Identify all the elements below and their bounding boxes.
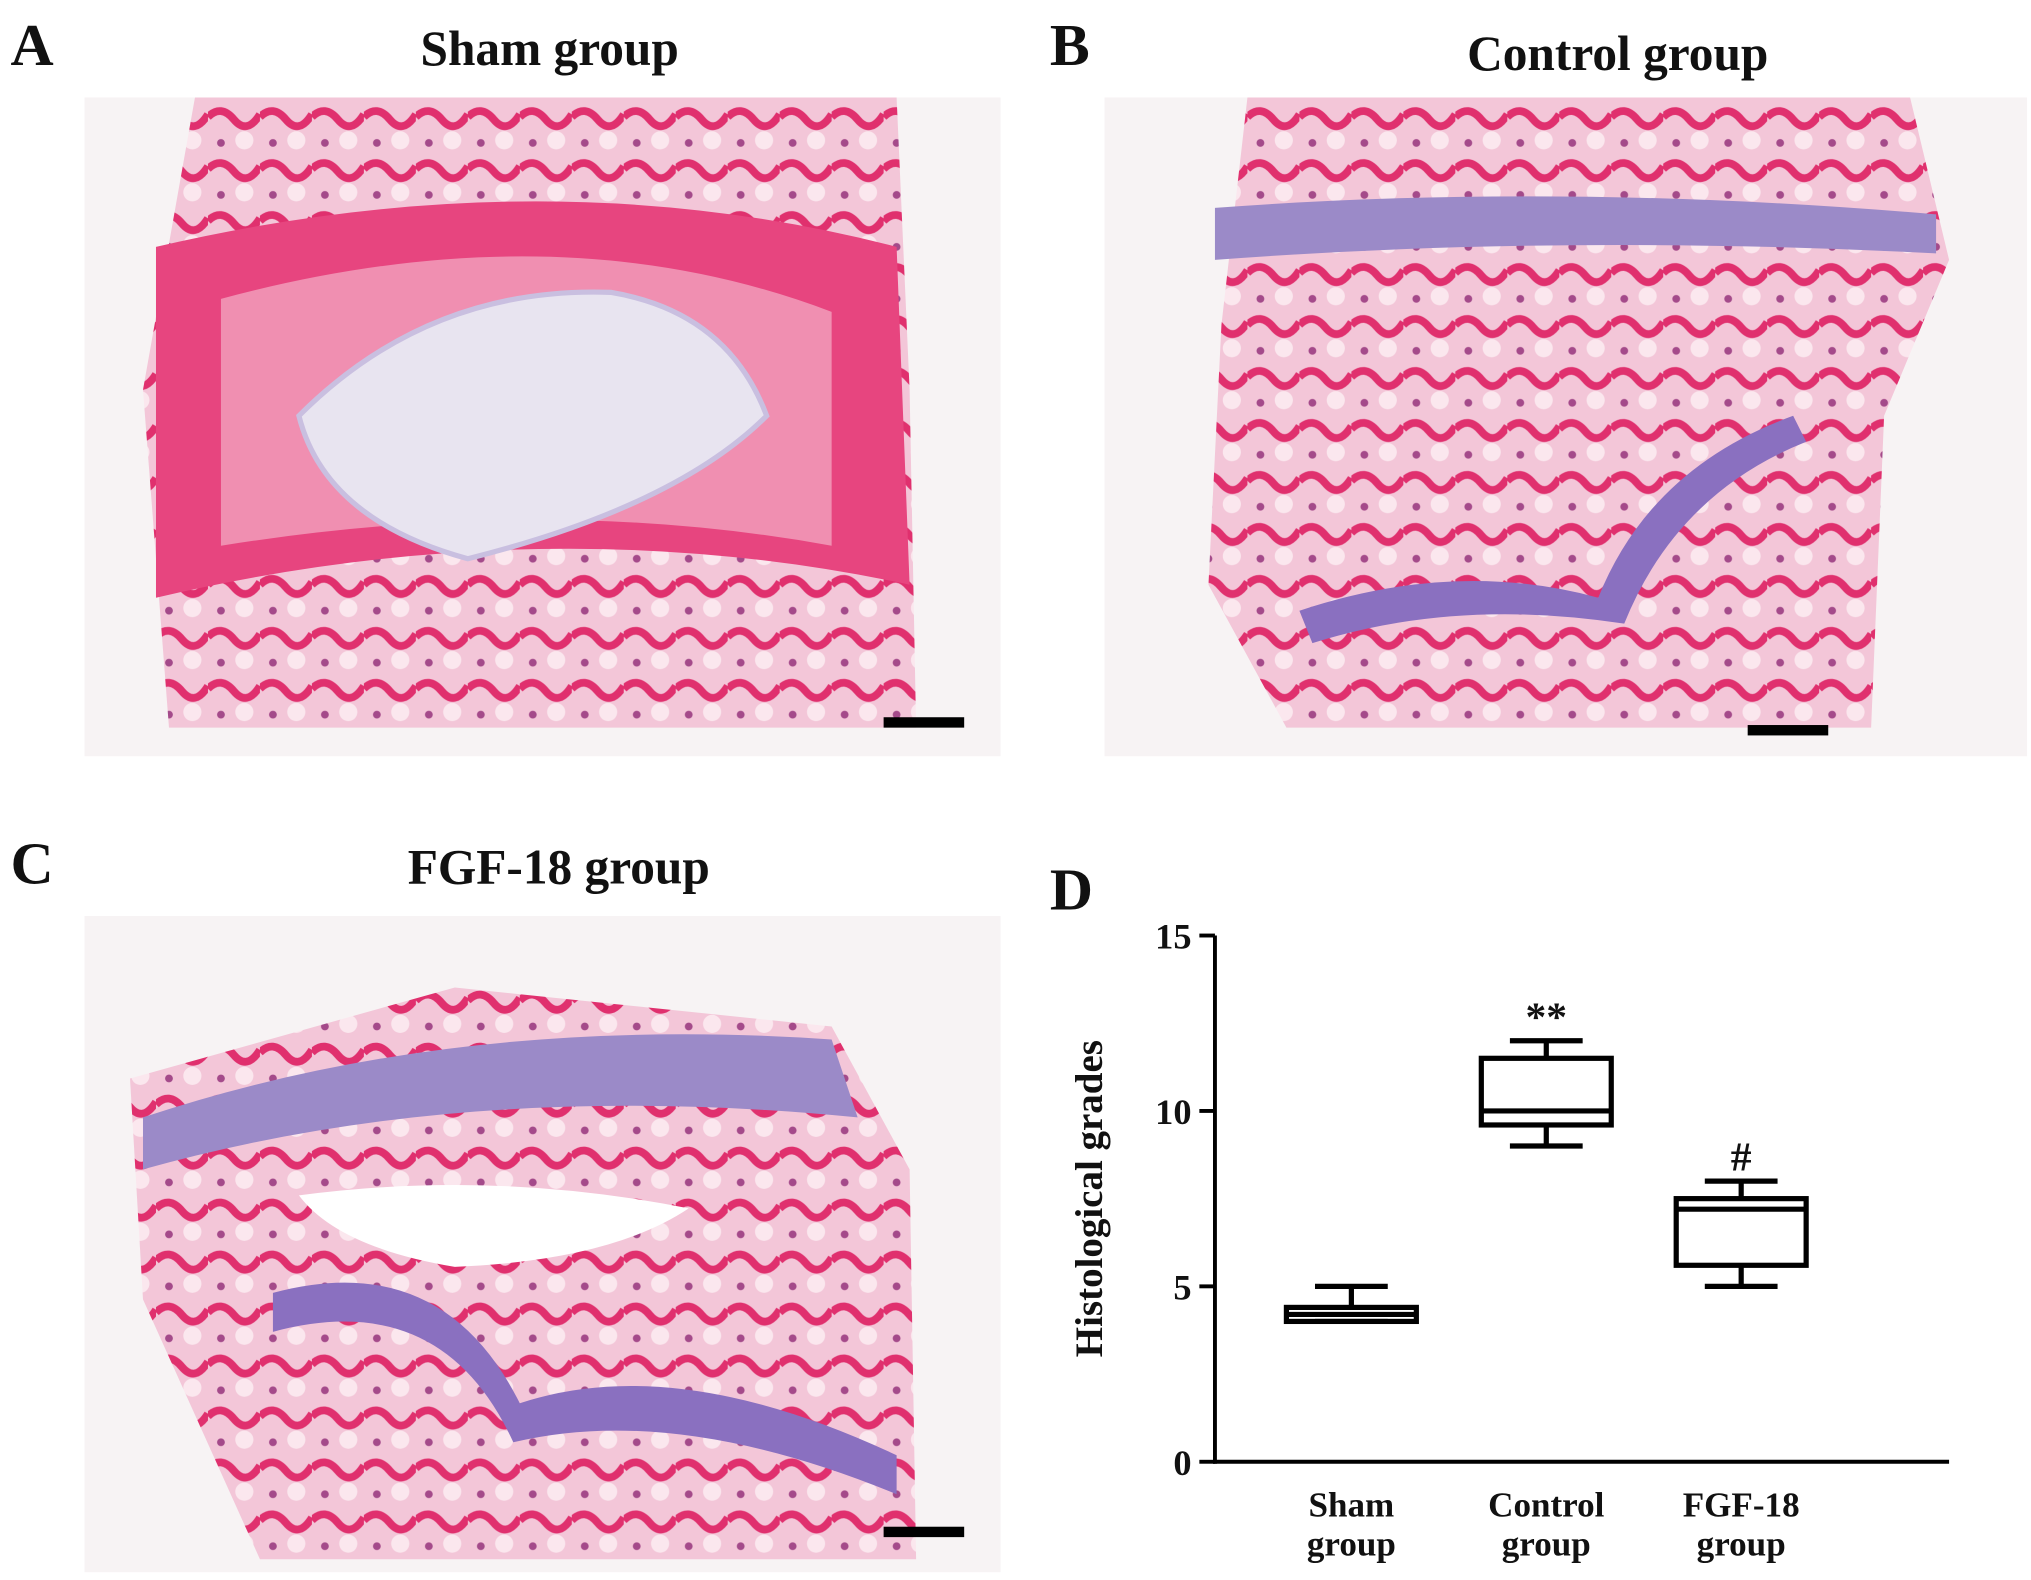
x-tick-label: FGF-18 group — [1682, 1485, 1800, 1564]
x-tick-label: Sham group — [1306, 1485, 1396, 1564]
category-label: Sham group — [1306, 1485, 1396, 1564]
box — [1478, 1055, 1614, 1128]
panel-title: FGF-18 group — [408, 840, 710, 895]
panel-label: D — [1050, 857, 1093, 923]
panel-title: Sham group — [421, 21, 679, 76]
histology-image-a — [84, 97, 1001, 757]
histology-image-b — [1104, 97, 2028, 757]
category-label: Control group — [1488, 1485, 1605, 1564]
panel-label: C — [10, 831, 53, 897]
significance-mark: ** — [1526, 993, 1568, 1039]
y-axis-label: Histological grades — [1068, 1040, 1111, 1357]
y-tick-label: 15 — [1155, 917, 1191, 957]
y-tick-label: 5 — [1173, 1267, 1191, 1307]
histology-image-c — [84, 916, 1001, 1573]
x-tick-label: Control group — [1488, 1485, 1605, 1564]
box — [1673, 1196, 1809, 1268]
category-label: FGF-18 group — [1682, 1485, 1800, 1564]
panel-title: Control group — [1467, 26, 1768, 81]
panel-label: B — [1050, 12, 1090, 78]
significance-mark: # — [1731, 1134, 1752, 1180]
panel-label: A — [10, 12, 53, 78]
y-tick-label: 10 — [1155, 1092, 1191, 1132]
y-tick-label: 0 — [1173, 1443, 1191, 1483]
